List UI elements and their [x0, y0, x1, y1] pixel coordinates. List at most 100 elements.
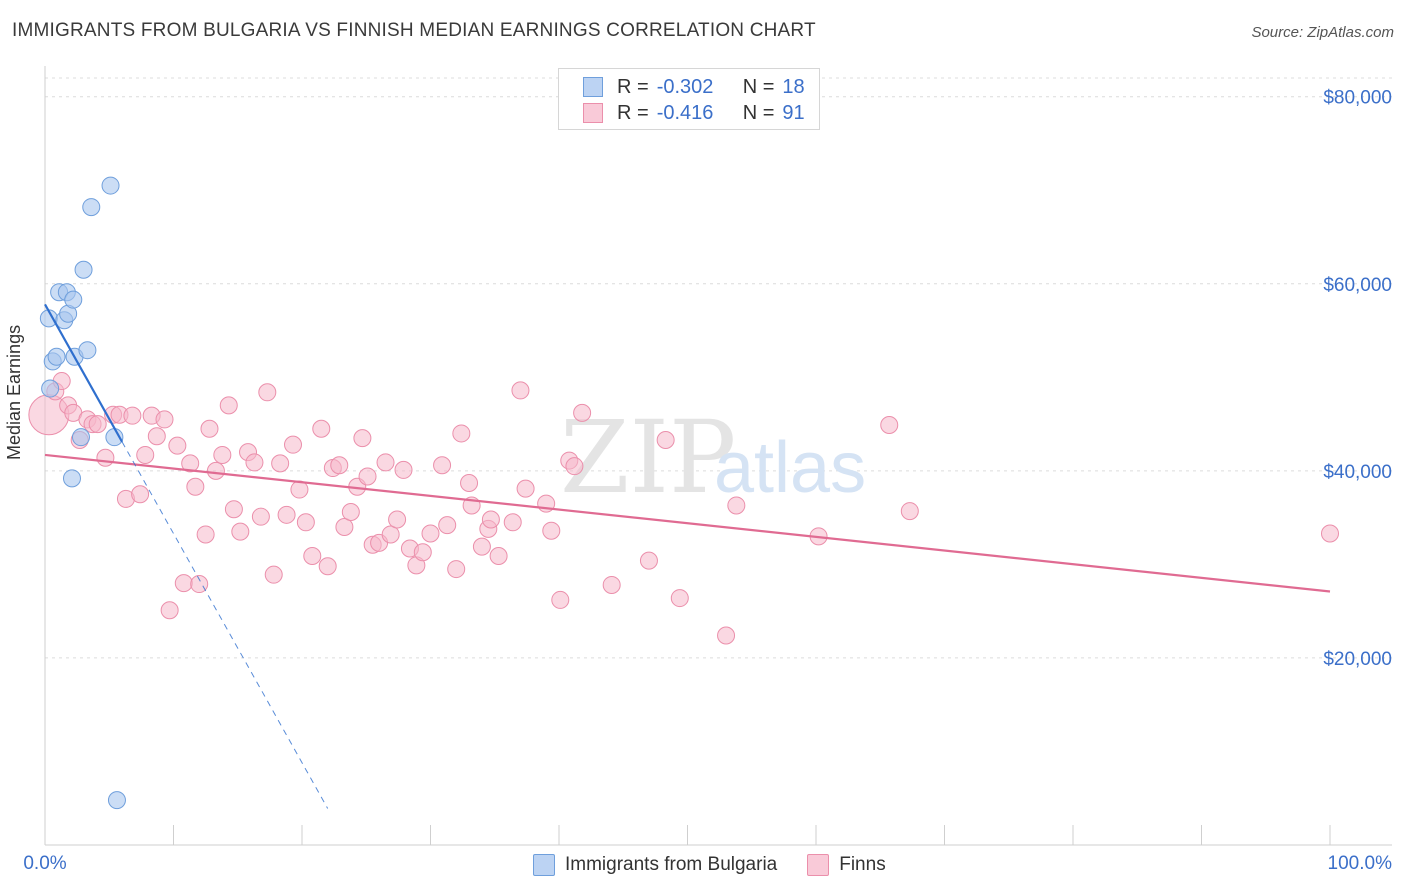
finns-point: [717, 626, 736, 645]
bulgaria-point: [82, 198, 101, 217]
finns-point: [413, 543, 432, 562]
finns-point: [335, 517, 354, 536]
finns-point: [489, 546, 508, 565]
n-value: 91: [782, 101, 805, 124]
finns-point: [147, 427, 166, 446]
x-tick-label: 100.0%: [1328, 853, 1393, 874]
blue-swatch: [583, 77, 603, 97]
finns-point: [186, 477, 205, 496]
finns-point: [503, 513, 522, 532]
legend-item-bulgaria[interactable]: Immigrants from Bulgaria: [533, 854, 777, 876]
finns-point: [880, 416, 899, 435]
bulgaria-trend-extension: [121, 441, 329, 809]
finns-point: [1321, 524, 1339, 543]
series-legend: Immigrants from Bulgaria Finns: [533, 852, 916, 878]
finns-point: [206, 461, 225, 480]
finns-point: [200, 419, 219, 438]
finns-point: [511, 381, 530, 400]
finns-point: [433, 456, 452, 475]
stats-row-finns: R = -0.416 N = 91: [583, 100, 805, 126]
blue-swatch: [533, 854, 555, 876]
bulgaria-point: [47, 347, 66, 366]
finns-point: [96, 448, 115, 467]
finns-point: [516, 479, 535, 498]
finns-point: [219, 396, 238, 415]
bulgaria-point: [78, 341, 97, 360]
finns-point: [271, 454, 290, 473]
finns-point: [136, 445, 155, 464]
finns-point: [312, 419, 331, 438]
finns-point: [551, 590, 570, 609]
finns-point: [296, 513, 315, 532]
finns-point: [213, 445, 232, 464]
finns-point: [224, 500, 243, 519]
pink-swatch: [807, 854, 830, 876]
finns-point: [251, 507, 270, 526]
finns-point: [196, 525, 215, 544]
r-value: -0.302: [656, 75, 714, 98]
gridlines: [45, 77, 1392, 659]
r-value: -0.416: [656, 101, 714, 124]
bulgaria-trend-line: [44, 303, 124, 443]
finns-point: [131, 485, 150, 504]
finns-point: [190, 575, 209, 594]
finns-point: [481, 510, 500, 529]
finns-point: [181, 454, 200, 473]
bulgaria-point: [101, 176, 120, 195]
finns-point: [381, 525, 400, 544]
bulgaria-points: [39, 176, 126, 810]
finns-point: [160, 601, 179, 620]
finns-point: [341, 503, 360, 522]
finns-point: [174, 574, 193, 593]
bulgaria-point: [64, 290, 83, 309]
n-value: 18: [782, 75, 805, 98]
finns-point: [284, 435, 303, 454]
finns-point: [376, 453, 395, 472]
finns-point: [542, 521, 561, 540]
finns-point: [245, 453, 264, 472]
stats-legend: R = -0.302 N = 18 R = -0.416 N = 91: [558, 68, 820, 130]
legend-label: Immigrants from Bulgaria: [565, 854, 778, 875]
finns-point: [394, 460, 413, 479]
finns-point: [88, 415, 107, 434]
n-label: N =: [742, 75, 775, 98]
finns-point: [602, 575, 621, 594]
n-label: N =: [742, 101, 775, 124]
y-tick-label: $80,000: [1323, 88, 1392, 109]
bulgaria-point: [62, 469, 81, 488]
watermark: ZIP atlas: [560, 399, 866, 516]
finns-point: [264, 565, 283, 584]
bulgaria-point: [41, 379, 60, 398]
finns-point: [330, 456, 349, 475]
finns-point: [258, 383, 277, 402]
legend-label: Finns: [839, 854, 886, 875]
trend-lines: [44, 303, 1331, 809]
finns-point: [231, 522, 250, 541]
finns-point: [573, 403, 592, 422]
finns-point: [438, 516, 457, 535]
watermark-zip: ZIP: [560, 399, 736, 516]
finns-point: [565, 457, 584, 476]
legend-item-finns[interactable]: Finns: [807, 854, 886, 876]
bulgaria-point: [107, 791, 126, 810]
watermark-atlas: atlas: [714, 428, 866, 508]
chart-title: IMMIGRANTS FROM BULGARIA VS FINNISH MEDI…: [12, 20, 816, 41]
finns-point: [447, 560, 466, 579]
finns-point: [656, 430, 675, 449]
finns-point: [900, 502, 919, 521]
finns-point: [318, 557, 337, 576]
x-tick-label: 0.0%: [23, 853, 66, 874]
tick-labels: $20,000 $40,000 $60,000 $80,000 0.0% 100.0%: [23, 88, 1392, 874]
finns-trend-line: [44, 453, 1331, 593]
bulgaria-point: [74, 260, 93, 279]
finns-point: [670, 589, 689, 608]
finns-point: [123, 406, 142, 425]
pink-swatch: [583, 103, 603, 123]
y-tick-label: $40,000: [1323, 462, 1392, 483]
finns-point: [460, 474, 479, 493]
finns-point: [155, 410, 174, 429]
y-tick-label: $60,000: [1323, 275, 1392, 296]
finns-points: [28, 372, 1339, 645]
finns-point: [421, 524, 440, 543]
